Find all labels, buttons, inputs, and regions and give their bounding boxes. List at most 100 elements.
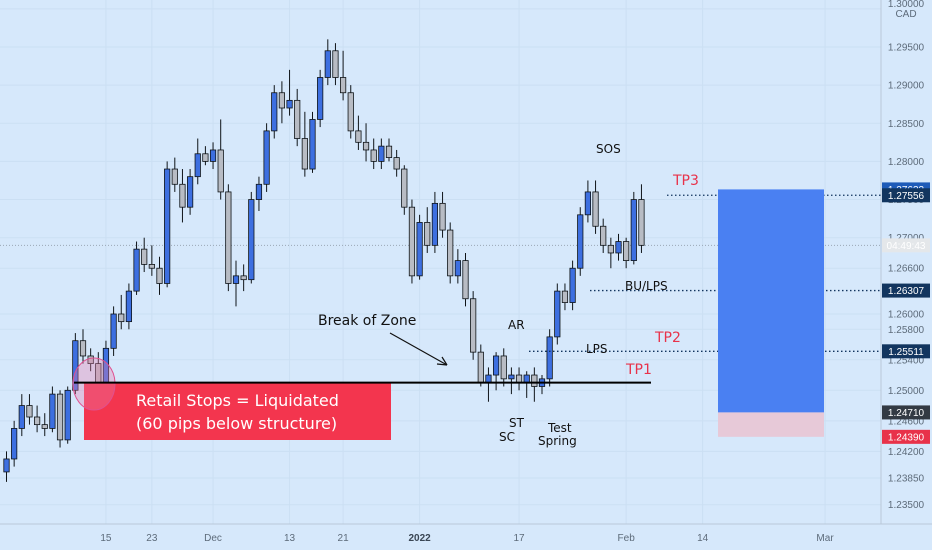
candle-body bbox=[408, 206, 416, 277]
candle-body bbox=[332, 50, 339, 78]
candle-body bbox=[477, 351, 484, 384]
candle-body bbox=[171, 168, 178, 185]
candle-body bbox=[263, 130, 270, 185]
candle-body bbox=[401, 168, 408, 208]
x-tick-label: Mar bbox=[816, 533, 834, 544]
y-tick-label: 1.30000 bbox=[888, 0, 925, 10]
candle-body bbox=[424, 222, 431, 246]
candle-body bbox=[255, 183, 263, 200]
candle-body bbox=[110, 313, 117, 349]
y-tick-label: 1.29000 bbox=[888, 81, 925, 92]
candle-body bbox=[11, 428, 18, 460]
candle-body bbox=[600, 225, 607, 246]
candle-body bbox=[615, 241, 622, 254]
candle-body bbox=[462, 260, 469, 300]
sc-label: SC bbox=[499, 430, 515, 444]
price-tag bbox=[882, 188, 930, 203]
candle-body bbox=[317, 77, 324, 120]
position-tool[interactable] bbox=[718, 189, 824, 437]
y-tick-label: 1.28000 bbox=[888, 157, 925, 168]
tp2-label: TP2 bbox=[654, 330, 681, 346]
candle-body bbox=[385, 145, 393, 158]
retail-stops-callout: Retail Stops = Liquidated (60 pips below… bbox=[84, 383, 391, 440]
x-tick-label: 17 bbox=[513, 533, 525, 544]
candle-body bbox=[470, 298, 477, 353]
candle-body bbox=[3, 458, 10, 473]
candle-body bbox=[194, 153, 201, 178]
retail-box-line2: (60 pips below structure) bbox=[136, 414, 337, 433]
x-tick-label: 2022 bbox=[408, 533, 431, 544]
y-tick-label: 1.25800 bbox=[888, 325, 925, 336]
candle-body bbox=[64, 389, 71, 441]
x-tick-label: Feb bbox=[618, 533, 636, 544]
x-tick-label: Dec bbox=[204, 533, 222, 544]
candle-body bbox=[577, 214, 584, 269]
price-tag bbox=[882, 283, 930, 298]
tp1-label: TP1 bbox=[625, 362, 652, 378]
time-axis-ticks: 15 23 Dec 13 21 2022 17 Feb 14 Mar bbox=[100, 533, 834, 544]
price-tag bbox=[882, 344, 930, 359]
candle-body bbox=[362, 141, 370, 151]
candle-body bbox=[546, 336, 553, 380]
lps-label: LPS bbox=[586, 342, 608, 356]
currency-label: CAD bbox=[895, 9, 916, 20]
candle-body bbox=[79, 340, 87, 357]
candle-body bbox=[133, 248, 140, 292]
tp3-label: TP3 bbox=[672, 173, 699, 189]
candle-body bbox=[217, 149, 224, 193]
candle-body bbox=[355, 130, 362, 143]
candle-body bbox=[454, 260, 461, 277]
candle-body bbox=[584, 191, 592, 216]
candle-body bbox=[248, 199, 255, 281]
price-tag-label: 1.24710 bbox=[888, 408, 925, 419]
time-axis[interactable]: 15 23 Dec 13 21 2022 17 Feb 14 Mar bbox=[0, 523, 932, 544]
candle-body bbox=[508, 374, 515, 380]
y-tick-label: 1.23850 bbox=[888, 474, 925, 485]
candle-body bbox=[179, 183, 186, 208]
candle-body bbox=[301, 138, 308, 170]
candle-body bbox=[592, 191, 599, 227]
candle-body bbox=[240, 275, 247, 281]
x-tick-label: 23 bbox=[146, 533, 158, 544]
price-axis-background bbox=[881, 0, 932, 524]
candle-body bbox=[164, 168, 171, 284]
candle-body bbox=[278, 92, 286, 109]
candle-body bbox=[141, 248, 148, 265]
candle-body bbox=[416, 222, 423, 277]
candle-body bbox=[378, 145, 385, 162]
price-tags: 1.276331.2755604:49:431.263071.255111.24… bbox=[882, 182, 930, 444]
break-of-zone-arrowhead bbox=[436, 356, 448, 366]
candle-body bbox=[515, 374, 523, 384]
target-zone[interactable] bbox=[718, 189, 824, 413]
x-tick-label: 21 bbox=[338, 533, 350, 544]
retail-stops-box bbox=[84, 383, 391, 440]
candle-body bbox=[485, 374, 492, 384]
y-tick-label: 1.28500 bbox=[888, 119, 925, 130]
price-tag bbox=[882, 238, 930, 253]
break-of-zone-label: Break of Zone bbox=[318, 313, 416, 329]
candle-body bbox=[41, 424, 48, 429]
y-tick-label: 1.25400 bbox=[888, 355, 925, 366]
candle-body bbox=[225, 191, 232, 284]
candle-body bbox=[561, 290, 569, 303]
candle-body bbox=[309, 119, 316, 170]
price-axis[interactable]: CAD 1.295001.290001.285001.280001.275001… bbox=[880, 0, 932, 524]
price-tag-label: 1.24390 bbox=[888, 432, 925, 443]
candle-body bbox=[607, 244, 614, 254]
y-tick-label: 1.25000 bbox=[888, 386, 925, 397]
price-tag bbox=[882, 405, 930, 420]
x-tick-label: 13 bbox=[284, 533, 296, 544]
retail-box-line1: Retail Stops = Liquidated bbox=[136, 391, 339, 410]
candle-body bbox=[630, 199, 637, 261]
candle-body bbox=[439, 202, 446, 231]
candle-body bbox=[34, 416, 41, 426]
candle-body bbox=[324, 50, 331, 78]
candle-body bbox=[531, 374, 538, 387]
candle-body bbox=[209, 149, 217, 162]
candle-body bbox=[56, 393, 64, 441]
break-of-zone-arrow bbox=[389, 332, 448, 366]
candle-body bbox=[500, 355, 507, 380]
stop-zone[interactable] bbox=[718, 412, 824, 437]
candle-body bbox=[202, 153, 209, 162]
